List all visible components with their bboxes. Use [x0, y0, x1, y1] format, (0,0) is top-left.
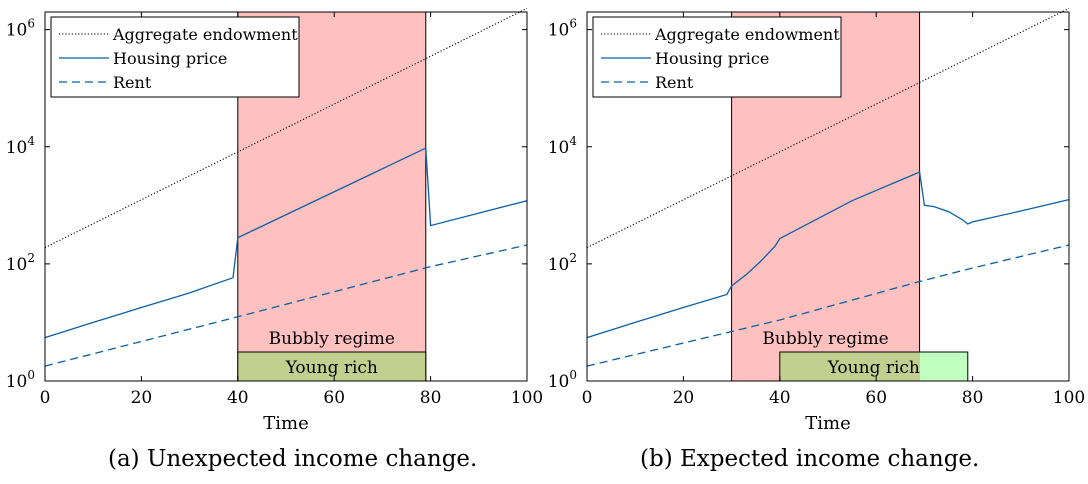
x-tick-label: 80: [962, 388, 984, 408]
x-tick-label: 20: [673, 388, 695, 408]
legend-entry: Aggregate endowment: [654, 25, 840, 44]
series-line-housing-price: [44, 147, 528, 339]
x-tick-label: 100: [1053, 388, 1085, 408]
young-rich-band: [779, 352, 920, 381]
y-tick-label: 104: [6, 134, 36, 158]
axes-frame: [586, 11, 1070, 382]
x-tick-label: 0: [40, 388, 51, 408]
x-tick-label: 60: [865, 388, 887, 408]
series-line-rent: [586, 244, 1070, 367]
caption-a: (a) Unexpected income change.: [108, 446, 478, 472]
x-tick-label: 60: [323, 388, 345, 408]
young-rich-label: Young rich: [827, 358, 920, 378]
bubbly-regime-label: Bubbly regime: [269, 329, 395, 349]
legend-entry: Rent: [655, 73, 694, 92]
chart-panel-a: Young rich Bubbly regime 0 20 40 60 80 100 100 10…: [6, 7, 543, 434]
legend-box: [592, 16, 842, 98]
caption-b: (b) Expected income change.: [640, 446, 980, 472]
x-tick-label: 40: [769, 388, 791, 408]
y-tick-label: 100: [548, 368, 577, 392]
legend-entry: Housing price: [113, 49, 227, 68]
young-rich-band: [237, 351, 427, 382]
series-line-aggregate-endowment: [586, 7, 1070, 249]
chart-panel-b: Young rich Bubbly regime 0 20 40 60 80 100 100 10…: [548, 7, 1085, 434]
series-line-aggregate-endowment: [44, 7, 528, 249]
series-line-housing-price: [586, 171, 1070, 339]
x-axis-label: Time: [805, 413, 850, 434]
y-tick-label: 102: [548, 251, 577, 275]
legend-entry: Rent: [113, 73, 152, 92]
x-tick-label: 100: [511, 388, 543, 408]
bubbly-regime-label: Bubbly regime: [762, 329, 888, 349]
y-tick-label: 100: [6, 368, 35, 392]
axes-frame: [44, 11, 528, 382]
young-rich-label: Young rich: [285, 358, 378, 378]
x-tick-label: 40: [227, 388, 249, 408]
x-tick-label: 20: [131, 388, 153, 408]
y-tick-label: 102: [6, 251, 35, 275]
legend-entry: Housing price: [655, 49, 769, 68]
y-tick-label: 104: [548, 134, 578, 158]
series-line-rent: [44, 244, 528, 367]
x-tick-label: 0: [582, 388, 593, 408]
x-tick-label: 80: [420, 388, 442, 408]
young-rich-band-overflow: [919, 352, 968, 381]
y-tick-label: 106: [6, 17, 35, 41]
legend-entry: Aggregate endowment: [112, 25, 298, 44]
legend-box: [50, 16, 300, 98]
y-tick-label: 106: [548, 17, 577, 41]
x-axis-label: Time: [263, 413, 308, 434]
